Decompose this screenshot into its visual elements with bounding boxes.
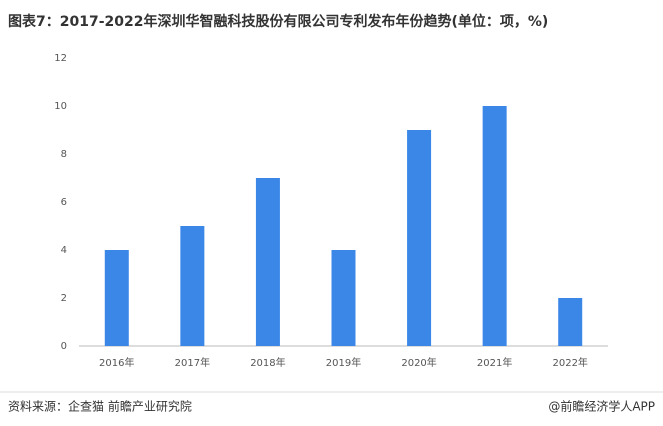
x-tick-label: 2016年 (99, 356, 134, 369)
y-tick-label: 0 (61, 341, 67, 352)
x-tick-label: 2021年 (477, 356, 512, 369)
y-tick-label: 6 (61, 197, 67, 208)
x-tick-label: 2019年 (326, 356, 361, 369)
y-tick-label: 12 (54, 53, 67, 64)
bar (558, 298, 583, 346)
credit: @前瞻经济学人APP (548, 399, 655, 414)
source: 资料来源：企查猫 前瞻产业研究院 (8, 399, 192, 414)
y-tick-label: 2 (61, 293, 67, 304)
bar (331, 250, 356, 346)
x-tick-label: 2020年 (401, 356, 436, 369)
chart-title: 图表7：2017-2022年深圳华智融科技股份有限公司专利发布年份趋势(单位：项… (8, 13, 548, 30)
bar (255, 178, 280, 346)
x-tick-label: 2017年 (175, 356, 210, 369)
y-tick-label: 4 (61, 245, 67, 256)
y-tick-label: 10 (54, 101, 67, 112)
bar (407, 130, 432, 346)
x-tick-label: 2018年 (250, 356, 285, 369)
y-tick-label: 8 (61, 149, 67, 160)
bar (104, 250, 129, 346)
bar (180, 226, 205, 346)
bar (482, 106, 507, 346)
x-tick-label: 2022年 (552, 356, 587, 369)
